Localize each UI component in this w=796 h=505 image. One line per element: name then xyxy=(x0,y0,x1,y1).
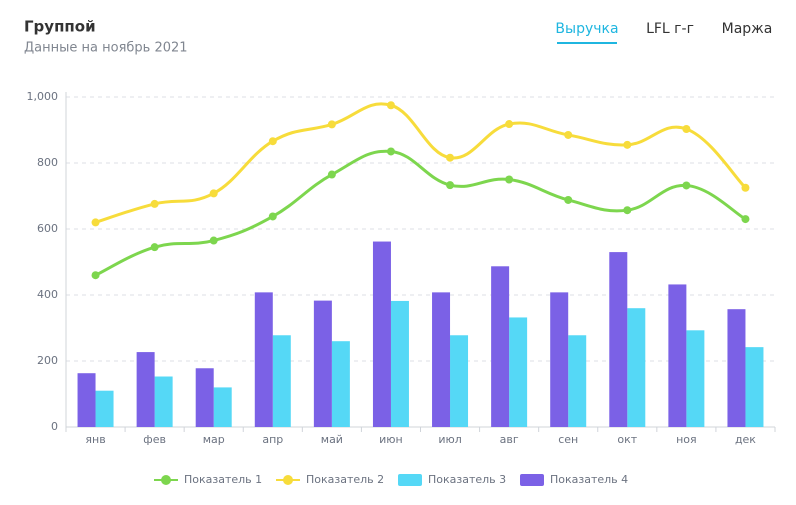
line-point xyxy=(268,212,277,221)
x-tick-label: янв xyxy=(85,433,105,446)
line-point xyxy=(91,218,100,227)
y-tick-label: 400 xyxy=(37,288,58,301)
y-tick-label: 1,000 xyxy=(27,90,59,103)
line-point xyxy=(209,189,218,198)
line-point xyxy=(564,130,573,139)
y-tick-label: 600 xyxy=(37,222,58,235)
legend-marker xyxy=(398,474,422,486)
line-point xyxy=(327,170,336,179)
y-tick-label: 800 xyxy=(37,156,58,169)
bar xyxy=(491,266,510,427)
line-point xyxy=(386,147,395,156)
line-point xyxy=(209,236,218,245)
legend-marker xyxy=(520,474,544,486)
line-point xyxy=(327,120,336,129)
y-tick-label: 0 xyxy=(51,420,58,433)
x-tick-label: окт xyxy=(617,433,637,446)
line-point xyxy=(564,195,573,204)
bar xyxy=(390,300,409,427)
line-point xyxy=(741,215,750,224)
x-tick-label: сен xyxy=(558,433,578,446)
line-point xyxy=(268,137,277,146)
x-tick-label: июл xyxy=(438,433,461,446)
line-point xyxy=(505,175,514,184)
bar xyxy=(136,352,155,427)
bar xyxy=(550,292,569,427)
bar xyxy=(627,308,646,427)
bar xyxy=(77,373,96,427)
line-point xyxy=(446,153,455,162)
x-tick-label: фев xyxy=(143,433,166,446)
tab[interactable]: Выручка xyxy=(555,21,618,37)
bar xyxy=(668,284,687,427)
line-point xyxy=(682,125,691,134)
legend-label: Показатель 2 xyxy=(306,473,384,486)
bar xyxy=(509,317,528,427)
line-point xyxy=(623,206,632,215)
tab[interactable]: Маржа xyxy=(722,21,773,37)
legend-marker xyxy=(161,475,171,485)
x-tick-label: апр xyxy=(262,433,283,446)
bar xyxy=(213,387,232,427)
bar xyxy=(686,330,705,427)
bar xyxy=(450,335,469,427)
line-point xyxy=(91,271,100,280)
line-point xyxy=(446,181,455,190)
x-tick-label: ноя xyxy=(676,433,697,446)
chart-title: Группой xyxy=(24,18,96,36)
line-point xyxy=(682,181,691,190)
line-point xyxy=(505,120,514,129)
line-point xyxy=(741,183,750,192)
x-tick-label: дек xyxy=(735,433,756,446)
bar xyxy=(432,292,451,427)
bar xyxy=(727,309,746,427)
legend-label: Показатель 1 xyxy=(184,473,262,486)
bar xyxy=(331,341,350,427)
y-tick-label: 200 xyxy=(37,354,58,367)
x-tick-label: июн xyxy=(379,433,403,446)
x-tick-label: мар xyxy=(203,433,225,446)
bar xyxy=(272,335,291,427)
line-point xyxy=(623,140,632,149)
bar xyxy=(95,390,114,427)
bar xyxy=(254,292,273,427)
x-tick-label: авг xyxy=(500,433,519,446)
bar xyxy=(195,368,214,427)
bar xyxy=(154,376,173,427)
bar xyxy=(745,347,764,427)
x-tick-label: май xyxy=(321,433,343,446)
line xyxy=(94,149,747,277)
line-point xyxy=(386,101,395,110)
bar xyxy=(609,252,628,427)
legend-marker xyxy=(283,475,293,485)
line-point xyxy=(150,199,159,208)
line-point xyxy=(150,243,159,252)
legend-label: Показатель 3 xyxy=(428,473,506,486)
legend-label: Показатель 4 xyxy=(550,473,628,486)
bar xyxy=(372,241,391,427)
bar xyxy=(568,335,587,427)
tab[interactable]: LFL г-г xyxy=(646,21,694,37)
bar xyxy=(313,300,332,427)
chart-subtitle: Данные на ноябрь 2021 xyxy=(24,41,188,56)
